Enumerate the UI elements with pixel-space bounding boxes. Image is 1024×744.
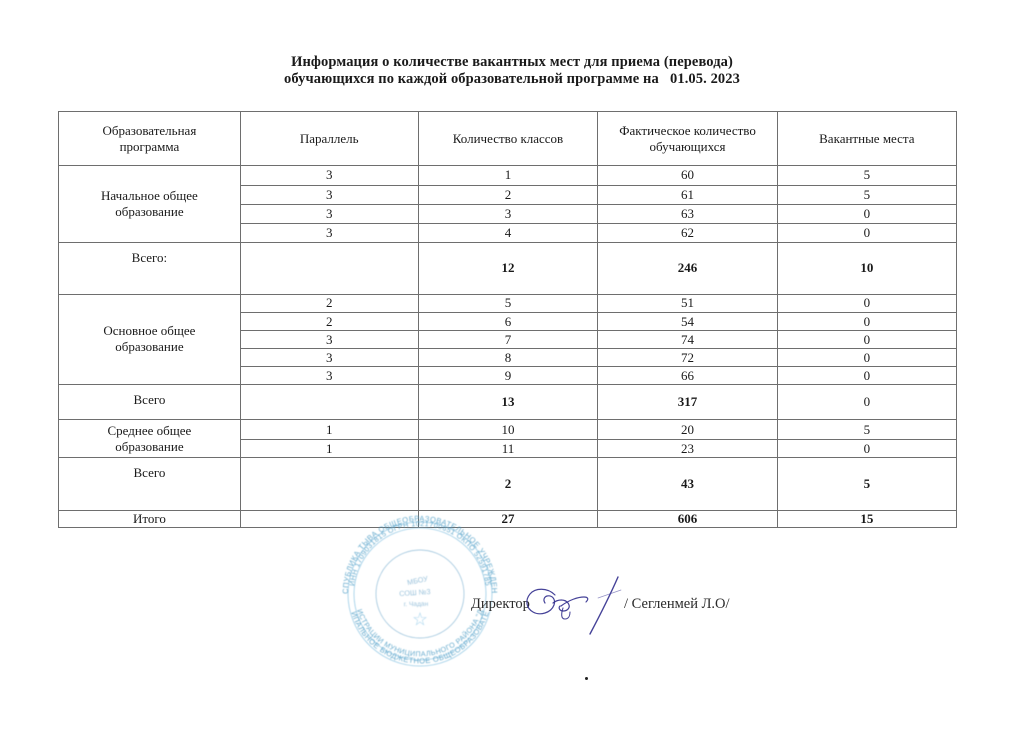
svg-text:г. Чадан: г. Чадан	[404, 601, 429, 608]
svg-text:МБОУ: МБОУ	[406, 574, 429, 587]
svg-text:СОШ №3: СОШ №3	[399, 587, 431, 598]
